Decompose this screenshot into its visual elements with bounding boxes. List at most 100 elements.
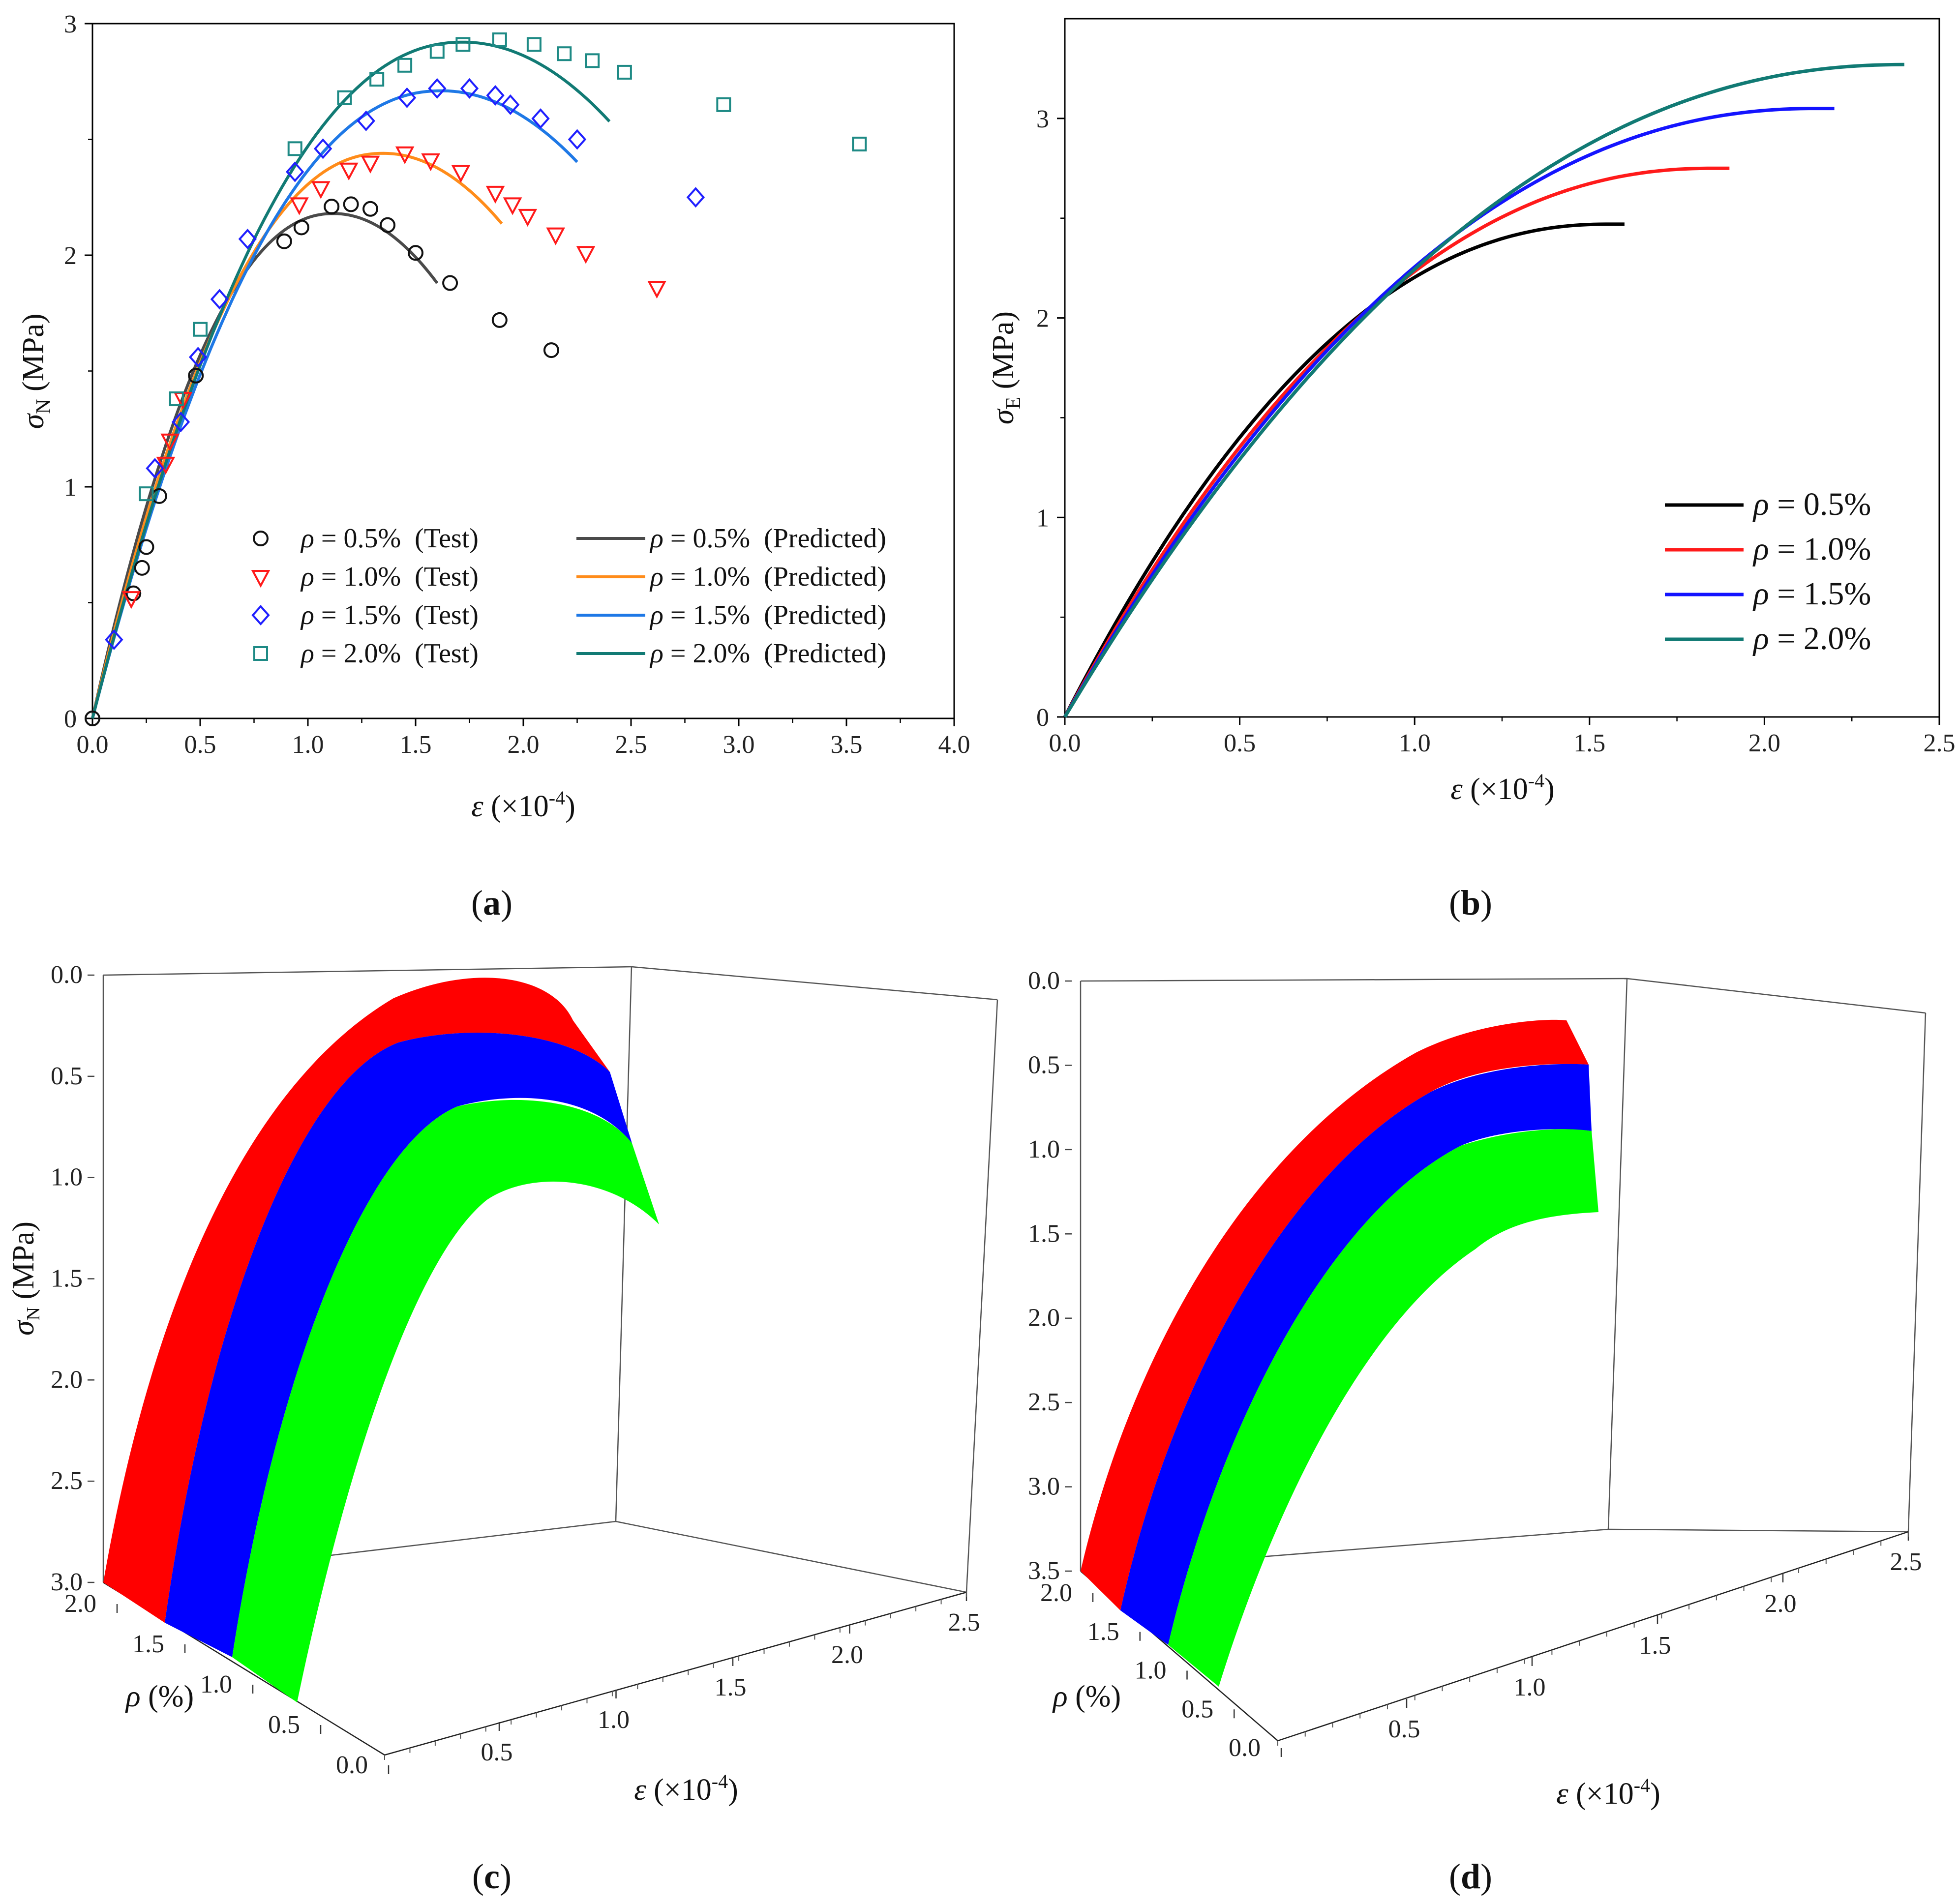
chart-d-band-green bbox=[1168, 1129, 1598, 1687]
chart-b-y-tick-label: 2 bbox=[1036, 305, 1049, 333]
chart-d-box-edge bbox=[1607, 978, 1628, 1530]
panel-label-b: (b) bbox=[1449, 883, 1492, 922]
chart-a-test-point bbox=[139, 486, 154, 502]
chart-a-y-axis-label: σN (MPa) bbox=[17, 314, 55, 429]
chart-a-test-point bbox=[397, 58, 413, 73]
chart-b-legend-label: ρ = 1.0% bbox=[1752, 531, 1871, 567]
chart-c-rho-tick-label: 1.5 bbox=[132, 1630, 164, 1658]
chart-d: 0.00.51.01.52.02.53.03.5 2.01.51.00.50.0… bbox=[1028, 967, 1927, 1811]
chart-a-x-tick-label: 4.0 bbox=[938, 731, 970, 759]
chart-d-epsilon-tick-label: 1.0 bbox=[1514, 1673, 1546, 1701]
chart-c-box-edge bbox=[103, 966, 632, 976]
chart-a-test-point bbox=[852, 136, 867, 151]
chart-a-test-point bbox=[276, 233, 292, 249]
chart-b-legend: ρ = 0.5% ρ = 1.0% ρ = 1.5% ρ = 2.0% bbox=[1665, 486, 1871, 656]
chart-b-y-ticks: 0 1 2 3 bbox=[1036, 105, 1065, 732]
chart-d-box-edge bbox=[1608, 1528, 1909, 1533]
chart-a-test-point bbox=[451, 165, 471, 183]
chart-d-epsilon-ticks: 0.5 1.0 1.5 2.0 2.5 bbox=[1277, 1532, 1922, 1746]
chart-c-box-edge bbox=[965, 999, 998, 1593]
chart-a-test-point bbox=[156, 456, 176, 475]
chart-a-test-point bbox=[287, 141, 302, 156]
chart-a-predicted-line bbox=[91, 151, 503, 719]
chart-c-box-edge bbox=[615, 1520, 967, 1593]
chart-c-epsilon-axis-label: ε (×10-4) bbox=[634, 1770, 738, 1807]
chart-a-test-point bbox=[503, 197, 522, 215]
chart-a-x-axis-label: ε (×10-4) bbox=[471, 787, 575, 823]
chart-a-test-points bbox=[85, 32, 867, 726]
chart-a-test-point bbox=[188, 347, 208, 368]
chart-a-test-point bbox=[380, 217, 396, 233]
chart-c-epsilon-axis bbox=[384, 1591, 967, 1756]
chart-a-predicted-line bbox=[91, 212, 439, 719]
chart-a-x-tick-label: 1.5 bbox=[400, 731, 432, 759]
chart-d-rho-tick-label: 1.5 bbox=[1087, 1618, 1119, 1646]
chart-d-epsilon-axis-label: ε (×10-4) bbox=[1556, 1774, 1660, 1811]
chart-b-x-tick-label: 0.5 bbox=[1224, 729, 1256, 757]
chart-c-z-tick-label: 1.0 bbox=[51, 1163, 83, 1191]
chart-c-z-axis-label: σN (MPa) bbox=[7, 1221, 44, 1336]
chart-a-test-point bbox=[428, 78, 447, 99]
chart-d-z-tick-label: 0.0 bbox=[1028, 967, 1060, 995]
chart-d-rho-tick-label: 0.5 bbox=[1181, 1695, 1213, 1723]
chart-a-test-point bbox=[369, 72, 385, 87]
chart-c-z-tick-label: 0.0 bbox=[51, 961, 83, 989]
chart-c-z-ticks: 0.0 0.5 1.0 1.5 2.0 2.5 3.0 bbox=[51, 961, 94, 1596]
chart-a-test-point bbox=[343, 196, 359, 212]
chart-a-test-point bbox=[518, 208, 538, 227]
chart-a-y-tick-label: 3 bbox=[64, 10, 77, 38]
chart-c-epsilon-tick-label: 1.5 bbox=[715, 1673, 747, 1701]
chart-a-legend-label: ρ = 2.0% (Test) bbox=[300, 638, 479, 669]
chart-a-x-tick-label: 0.5 bbox=[184, 731, 216, 759]
chart-c-rho-tick-label: 2.0 bbox=[64, 1590, 96, 1618]
chart-b: 0.0 0.5 1.0 1.5 2.0 2.5 0 1 2 3 ε (×10-4) σE (MP… bbox=[987, 18, 1956, 806]
chart-c-band-blue bbox=[165, 1033, 632, 1657]
chart-b-x-tick-label: 1.0 bbox=[1399, 729, 1431, 757]
chart-a-test-point bbox=[486, 85, 505, 106]
chart-a-test-point bbox=[686, 187, 705, 208]
chart-b-plot-frame bbox=[1064, 18, 1940, 718]
chart-a-legend-marker bbox=[251, 604, 270, 626]
chart-a-test-point bbox=[193, 322, 208, 337]
chart-d-epsilon-tick-label: 2.0 bbox=[1765, 1590, 1797, 1618]
chart-c-box-edge bbox=[615, 966, 633, 1522]
chart-a-test-point bbox=[121, 591, 141, 609]
chart-a-x-tick-label: 1.0 bbox=[292, 731, 324, 759]
chart-a-test-point bbox=[455, 37, 471, 52]
chart-a-x-tick-label: 2.5 bbox=[615, 731, 647, 759]
chart-b-series-line bbox=[1063, 166, 1730, 718]
chart-a-test-point bbox=[311, 181, 331, 199]
chart-d-z-tick-label: 1.5 bbox=[1028, 1220, 1060, 1248]
chart-d-rho-tick-label: 0.0 bbox=[1229, 1734, 1261, 1762]
chart-b-series-line bbox=[1063, 222, 1625, 718]
chart-d-surface bbox=[1081, 1019, 1598, 1687]
chart-c-rho-tick-label: 0.0 bbox=[336, 1751, 368, 1779]
chart-d-epsilon-tick-label: 1.5 bbox=[1639, 1632, 1671, 1660]
chart-a-test-point bbox=[85, 711, 100, 726]
chart-a-test-point bbox=[238, 229, 257, 250]
chart-d-rho-ticks: 2.0 1.5 1.0 0.5 0.0 bbox=[1040, 1579, 1282, 1762]
chart-c-band-green bbox=[232, 1100, 659, 1702]
chart-b-x-axis-label: ε (×10-4) bbox=[1450, 770, 1555, 806]
chart-a-test-point bbox=[647, 280, 666, 299]
chart-a-test-point bbox=[357, 110, 375, 131]
chart-a-test-point bbox=[134, 560, 150, 576]
chart-b-series-line bbox=[1063, 62, 1904, 718]
chart-a-test-point bbox=[491, 312, 508, 328]
chart-a-legend-marker bbox=[253, 646, 268, 661]
chart-a-test-point bbox=[397, 87, 417, 108]
chart-a-legend-label: ρ = 0.5% (Test) bbox=[300, 523, 479, 554]
chart-a-test-point bbox=[442, 275, 458, 291]
chart-a-test-point bbox=[543, 342, 559, 358]
chart-a-test-point bbox=[485, 185, 505, 204]
chart-a-x-ticks: 0.0 0.5 1.0 1.5 2.0 2.5 3.0 3.5 4.0 bbox=[77, 718, 970, 759]
chart-a-x-tick-label: 3.5 bbox=[831, 731, 863, 759]
chart-c-box-edge bbox=[631, 966, 998, 1001]
chart-b-y-tick-label: 1 bbox=[1036, 504, 1049, 532]
chart-b-x-tick-label: 0.0 bbox=[1049, 729, 1081, 757]
chart-d-z-tick-label: 0.5 bbox=[1028, 1051, 1060, 1079]
chart-a-y-tick-label: 0 bbox=[64, 705, 77, 733]
chart-a-test-point bbox=[105, 629, 123, 650]
chart-c-epsilon-tick-label: 0.5 bbox=[481, 1738, 513, 1766]
chart-a-test-point bbox=[361, 155, 380, 174]
